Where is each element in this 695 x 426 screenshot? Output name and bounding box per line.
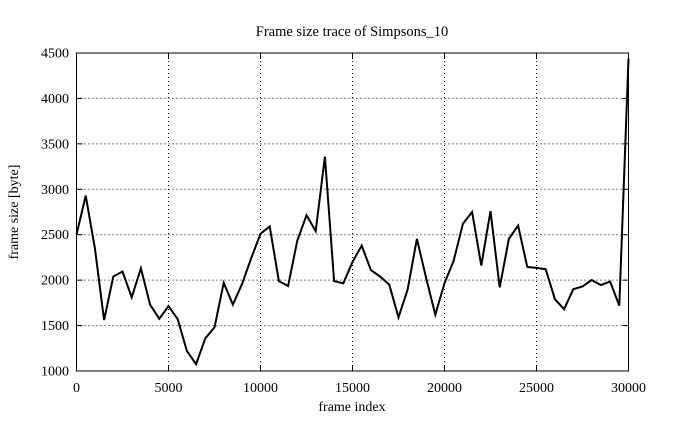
- tick-label-layer: 0 5000 10000 15000 20000 25000 30000 1000 1500 20…: [41, 47, 646, 397]
- y-tick-label: 3000: [41, 183, 69, 198]
- y-tick-label: 3500: [41, 137, 69, 152]
- x-tick-label: 30000: [611, 381, 646, 396]
- y-tick-label: 4000: [41, 92, 69, 107]
- x-tick-label: 10000: [243, 381, 278, 396]
- x-tick-label: 0: [73, 381, 80, 396]
- plot-border: [76, 52, 629, 372]
- grid-layer: [76, 53, 629, 371]
- series-layer: [75, 58, 630, 367]
- chart-title: Frame size trace of Simpsons_10: [256, 24, 449, 40]
- x-tick-label: 5000: [155, 381, 183, 396]
- data-line-series: [75, 58, 630, 367]
- y-axis-label: frame size [byte]: [7, 165, 22, 260]
- tick-layer: [76, 52, 629, 372]
- x-tick-label: 25000: [519, 381, 554, 396]
- y-tick-label: 1500: [41, 319, 69, 334]
- x-tick-label: 15000: [335, 381, 370, 396]
- y-tick-label: 2500: [41, 228, 69, 243]
- y-tick-label: 4500: [41, 47, 69, 62]
- y-tick-label: 1000: [41, 365, 69, 380]
- x-tick-label: 20000: [427, 381, 462, 396]
- y-tick-label: 2000: [41, 274, 69, 289]
- x-axis-label: frame index: [318, 400, 385, 415]
